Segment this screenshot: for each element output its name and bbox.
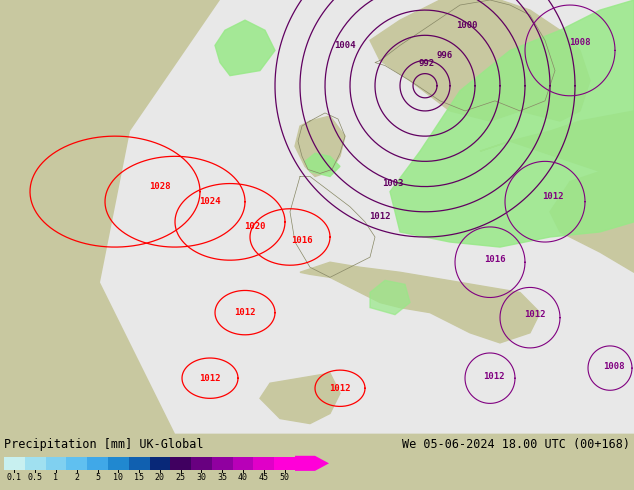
Bar [275,457,295,470]
Text: We 05-06-2024 18.00 UTC (00+168): We 05-06-2024 18.00 UTC (00+168) [402,438,630,451]
Polygon shape [390,0,634,247]
Bar [25,457,46,470]
Text: 1000: 1000 [456,21,477,30]
Text: 1008: 1008 [603,362,624,370]
Bar [67,457,87,470]
Text: 1012: 1012 [234,308,256,317]
Text: 15: 15 [134,473,144,482]
Bar [129,457,150,470]
Text: 5: 5 [95,473,100,482]
Bar [191,457,212,470]
Text: 2: 2 [74,473,79,482]
Polygon shape [260,373,340,423]
Bar [171,457,191,470]
Bar [212,457,233,470]
Polygon shape [550,172,634,272]
Polygon shape [480,111,634,172]
Bar [108,457,129,470]
Bar [87,457,108,470]
Text: 1003: 1003 [382,179,404,188]
Text: 992: 992 [419,59,435,68]
Bar [4,457,25,470]
Text: Precipitation [mm] UK-Global: Precipitation [mm] UK-Global [4,438,204,451]
Text: 1012: 1012 [524,310,546,319]
Text: 1: 1 [53,473,58,482]
Text: 1020: 1020 [244,222,266,231]
Polygon shape [370,280,410,315]
Text: 50: 50 [280,473,290,482]
FancyArrow shape [295,456,329,471]
Text: 40: 40 [238,473,248,482]
Text: 1012: 1012 [329,384,351,393]
Polygon shape [295,116,345,176]
Text: 45: 45 [259,473,269,482]
Text: 1016: 1016 [484,255,506,264]
Text: 1012: 1012 [199,374,221,383]
Text: 1008: 1008 [569,38,591,47]
Text: 1016: 1016 [291,236,313,245]
Text: 35: 35 [217,473,227,482]
Polygon shape [215,20,275,75]
Polygon shape [370,0,590,121]
Polygon shape [100,0,634,434]
Text: 0.5: 0.5 [28,473,42,482]
Bar [46,457,67,470]
Text: 0.1: 0.1 [7,473,22,482]
Text: 996: 996 [437,51,453,60]
Text: 25: 25 [176,473,186,482]
Text: 1012: 1012 [483,372,505,381]
Text: 1012: 1012 [369,212,391,221]
Text: 30: 30 [197,473,207,482]
Text: 1012: 1012 [542,192,564,201]
Text: 10: 10 [113,473,124,482]
Bar [150,457,171,470]
Text: 1024: 1024 [199,197,221,206]
Polygon shape [300,262,540,343]
Bar [233,457,254,470]
Bar [254,457,275,470]
Polygon shape [305,153,340,176]
Text: 1028: 1028 [149,182,171,191]
Text: 20: 20 [155,473,165,482]
Text: 1004: 1004 [334,41,356,50]
